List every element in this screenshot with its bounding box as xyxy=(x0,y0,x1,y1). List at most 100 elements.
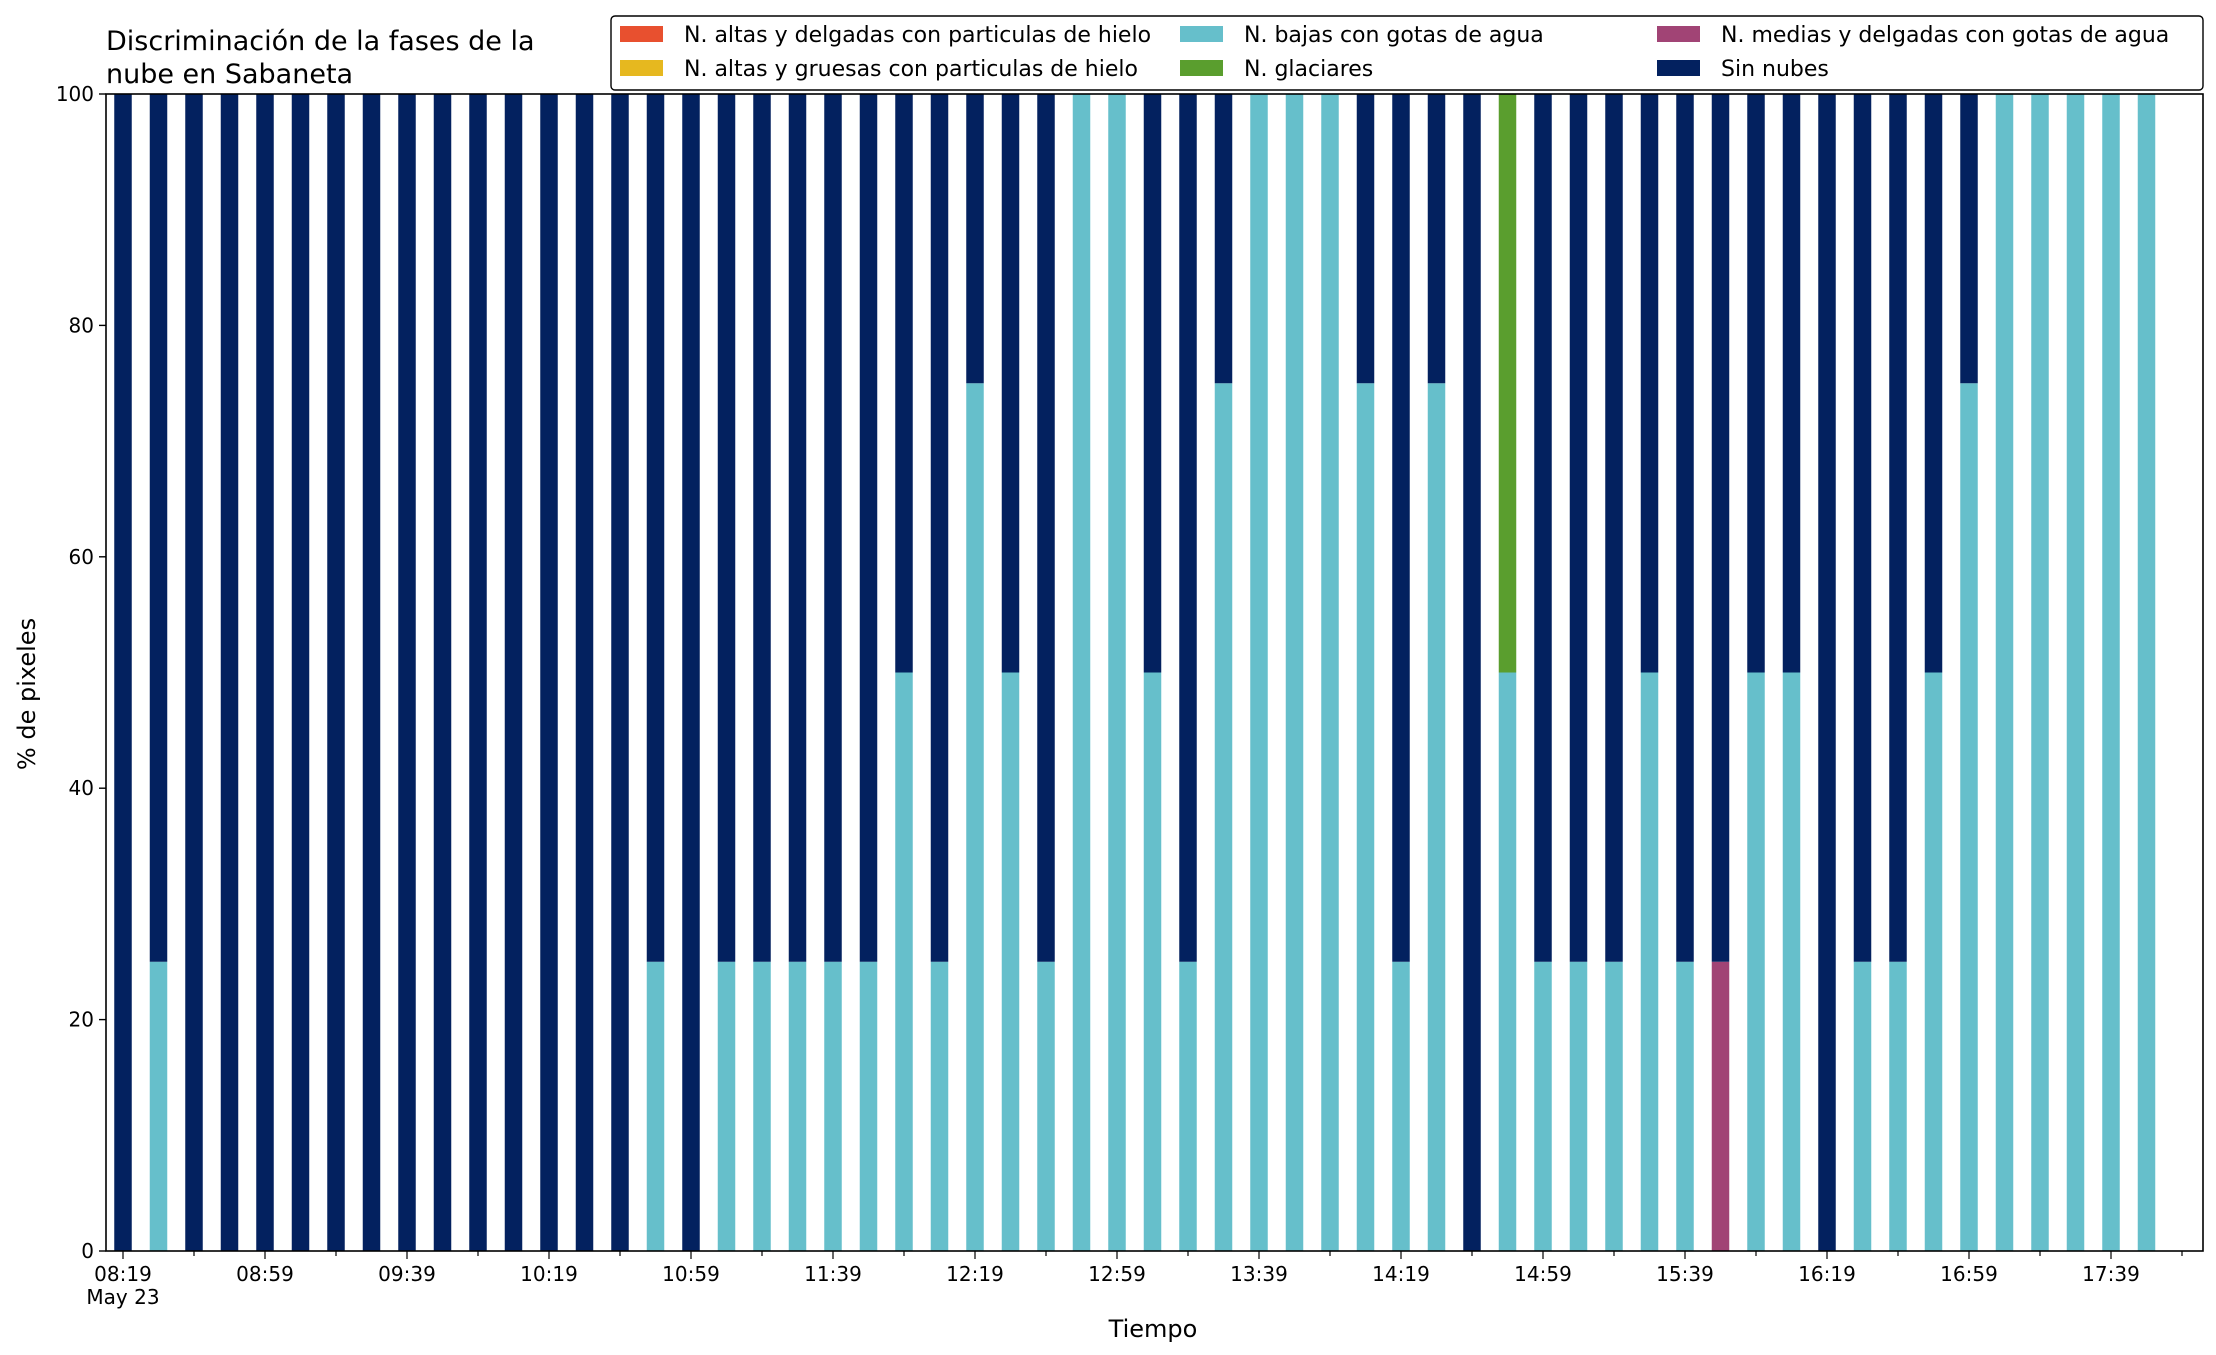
x-tick-label-4: 10:59 xyxy=(662,1262,720,1286)
bar-segment-13-s5 xyxy=(575,94,594,1251)
bar-segment-40-s5 xyxy=(1534,94,1552,962)
bar-segment-31-s5 xyxy=(1214,94,1233,384)
bar-segment-24-s5 xyxy=(966,94,984,384)
bar-segment-26-s2 xyxy=(1037,961,1055,1251)
legend-swatch-1 xyxy=(620,60,663,76)
bar-segment-26-s5 xyxy=(1037,94,1055,962)
bar-segment-39-s2 xyxy=(1498,672,1517,1251)
bar-segment-5-s5 xyxy=(291,94,310,1251)
bar-segment-52-s5 xyxy=(1960,94,1978,384)
x-tick-label-11: 15:39 xyxy=(1656,1262,1714,1286)
legend-box xyxy=(610,15,2204,91)
y-axis: 0 20 40 60 80 100 xyxy=(56,82,106,1263)
x-tick-label-1: 08:59 xyxy=(236,1262,294,1286)
bar-segment-41-s2 xyxy=(1569,961,1588,1251)
bar-segment-52-s2 xyxy=(1960,383,1978,1251)
bar-segment-37-s5 xyxy=(1427,94,1446,384)
legend-swatch-2 xyxy=(1180,26,1223,42)
bar-segment-0-s5 xyxy=(114,94,132,1251)
legend-label-0: N. altas y delgadas con particulas de hi… xyxy=(684,23,1151,48)
chart-title: Discriminación de la fases de la nube en… xyxy=(106,26,535,90)
bar-segment-31-s2 xyxy=(1214,383,1233,1251)
bar-segment-35-s5 xyxy=(1356,94,1375,384)
bar-segment-36-s5 xyxy=(1392,94,1410,962)
bar-segment-47-s2 xyxy=(1782,672,1801,1251)
bar-segment-1-s2 xyxy=(149,961,168,1251)
bar-segment-15-s2 xyxy=(646,961,665,1251)
bar-segment-30-s5 xyxy=(1179,94,1197,962)
chart-title-line-1: Discriminación de la fases de la xyxy=(106,26,535,57)
bar-segment-18-s5 xyxy=(753,94,771,962)
bar-segment-43-s2 xyxy=(1640,672,1659,1251)
bar-segment-29-s5 xyxy=(1143,94,1162,673)
bar-segment-42-s2 xyxy=(1605,961,1623,1251)
bar-segment-20-s2 xyxy=(824,961,842,1251)
legend-label-4: N. medias y delgadas con gotas de agua xyxy=(1721,23,2169,48)
bar-segment-34-s2 xyxy=(1321,94,1339,1251)
x-tick-label-2: 09:39 xyxy=(378,1262,436,1286)
bar-segment-23-s5 xyxy=(930,94,949,962)
bar-segment-17-s5 xyxy=(717,94,736,962)
bar-segment-40-s2 xyxy=(1534,961,1552,1251)
bar-segment-19-s5 xyxy=(788,94,807,962)
bar-segment-2-s5 xyxy=(185,94,203,1251)
x-tick-label-3: 10:19 xyxy=(520,1262,578,1286)
bar-segment-49-s2 xyxy=(1853,961,1872,1251)
y-axis-label: % de pixeles xyxy=(13,618,41,770)
bar-segment-10-s5 xyxy=(469,94,487,1251)
plot-frame xyxy=(105,93,2204,1252)
bar-segment-19-s2 xyxy=(788,961,807,1251)
legend: N. altas y delgadas con particulas de hi… xyxy=(610,15,2204,91)
legend-label-2: N. bajas con gotas de agua xyxy=(1244,23,1544,48)
x-tick-label-6: 12:19 xyxy=(946,1262,1004,1286)
bar-segment-45-s5 xyxy=(1711,94,1730,962)
legend-label-3: N. glaciares xyxy=(1244,57,1373,82)
bar-segment-55-s2 xyxy=(2066,94,2085,1251)
bar-segment-6-s5 xyxy=(327,94,345,1251)
x-tick-sublabel: May 23 xyxy=(86,1285,159,1309)
chart-title-line-2: nube en Sabaneta xyxy=(106,59,353,90)
bar-segment-46-s2 xyxy=(1747,672,1765,1251)
bar-segment-21-s5 xyxy=(859,94,878,962)
bar-segment-18-s2 xyxy=(753,961,771,1251)
bar-segment-32-s2 xyxy=(1250,94,1268,1251)
legend-swatch-5 xyxy=(1657,60,1700,76)
bar-segment-17-s2 xyxy=(717,961,736,1251)
bar-segment-25-s2 xyxy=(1001,672,1020,1251)
x-tick-label-13: 16:59 xyxy=(1940,1262,1998,1286)
bar-segment-43-s5 xyxy=(1640,94,1659,673)
bar-segment-53-s2 xyxy=(1995,94,2014,1251)
y-tick-label-1: 20 xyxy=(69,1008,94,1032)
bar-segment-30-s2 xyxy=(1179,961,1197,1251)
bar-segment-1-s5 xyxy=(149,94,168,962)
bar-segment-23-s2 xyxy=(930,961,949,1251)
x-tick-label-14: 17:39 xyxy=(2082,1262,2140,1286)
bar-segment-27-s2 xyxy=(1072,94,1091,1251)
bar-segment-4-s5 xyxy=(256,94,274,1251)
bar-segment-42-s5 xyxy=(1605,94,1623,962)
bar-segment-22-s5 xyxy=(895,94,913,673)
bar-segment-45-s4 xyxy=(1711,961,1730,1251)
bar-segment-16-s5 xyxy=(682,94,700,1251)
bar-segment-22-s2 xyxy=(895,672,913,1251)
bar-segment-56-s2 xyxy=(2102,94,2120,1251)
bar-segment-50-s5 xyxy=(1889,94,1907,962)
x-tick-label-9: 14:19 xyxy=(1372,1262,1430,1286)
x-tick-label-10: 14:59 xyxy=(1514,1262,1572,1286)
y-tick-label-4: 80 xyxy=(69,313,94,337)
bars-group xyxy=(114,94,2156,1251)
bar-segment-46-s5 xyxy=(1747,94,1765,673)
y-tick-label-5: 100 xyxy=(56,82,94,106)
x-axis-label: Tiempo xyxy=(1108,1315,1198,1343)
bar-segment-51-s5 xyxy=(1924,94,1943,673)
legend-label-5: Sin nubes xyxy=(1721,57,1829,82)
bar-segment-44-s2 xyxy=(1676,961,1694,1251)
bar-segment-51-s2 xyxy=(1924,672,1943,1251)
bar-segment-50-s2 xyxy=(1889,961,1907,1251)
bar-segment-20-s5 xyxy=(824,94,842,962)
bar-segment-49-s5 xyxy=(1853,94,1872,962)
legend-label-1: N. altas y gruesas con particulas de hie… xyxy=(684,57,1138,82)
bar-segment-29-s2 xyxy=(1143,672,1162,1251)
bar-segment-15-s5 xyxy=(646,94,665,962)
legend-swatch-3 xyxy=(1180,60,1223,76)
